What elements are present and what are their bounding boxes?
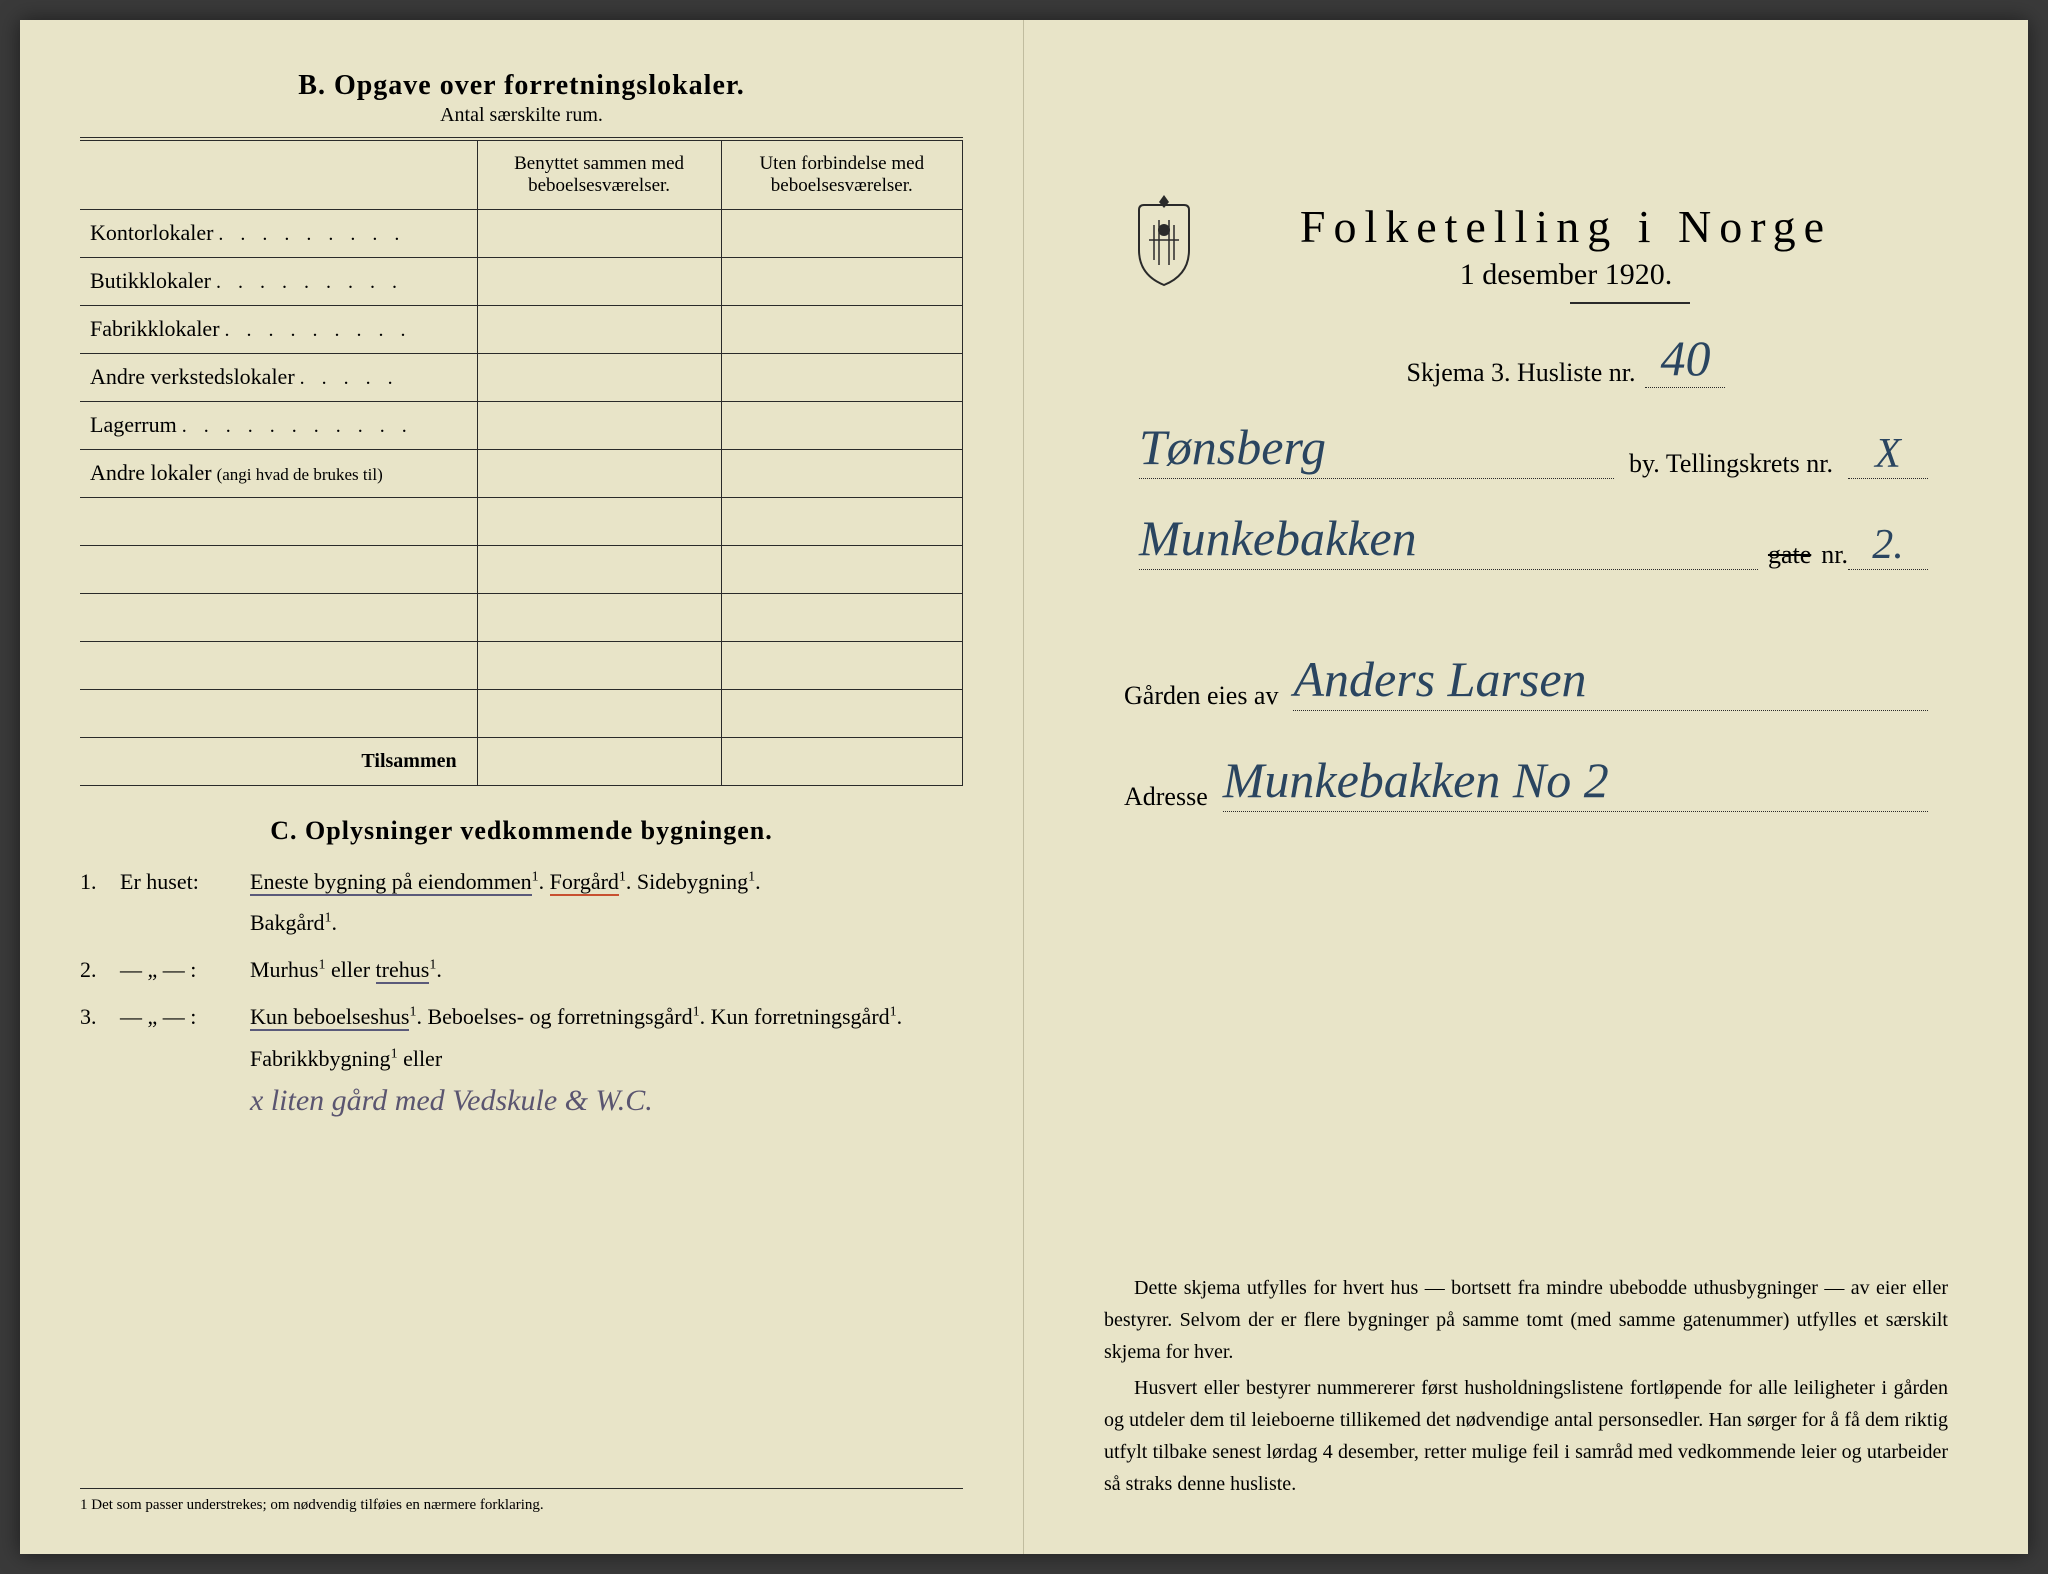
section-c-title: C. Oplysninger vedkommende bygningen.: [80, 816, 963, 846]
col2-header: Uten forbindelse med beboelsesværelser.: [721, 139, 962, 209]
table-row: [80, 545, 963, 593]
c-item-3: 3. — „ — : Kun beboelseshus1. Beboelses-…: [80, 996, 963, 1080]
coat-of-arms-icon: [1124, 190, 1204, 290]
table-row: [80, 593, 963, 641]
street-number: 2.: [1848, 521, 1928, 570]
owner-address: Munkebakken No 2: [1223, 752, 1609, 808]
census-document: B. Opgave over forretningslokaler. Antal…: [20, 20, 2028, 1554]
table-row: Butikklokaler . . . . . . . . .: [80, 257, 963, 305]
table-row: [80, 497, 963, 545]
table-row: Fabrikklokaler . . . . . . . . .: [80, 305, 963, 353]
table-row: Lagerrum . . . . . . . . . . .: [80, 401, 963, 449]
total-row: Tilsammen: [80, 737, 963, 785]
district-number: X: [1848, 430, 1928, 479]
section-b-title: B. Opgave over forretningslokaler.: [80, 70, 963, 102]
left-page: B. Opgave over forretningslokaler. Antal…: [20, 20, 1024, 1554]
col1-header: Benyttet sammen med beboelsesværelser.: [477, 139, 721, 209]
c-item-2: 2. — „ — : Murhus1 eller trehus1.: [80, 949, 963, 991]
c-item-1: 1. Er huset: Eneste bygning på eiendomme…: [80, 861, 963, 945]
table-row: Andre verkstedslokaler . . . . .: [80, 353, 963, 401]
census-date: 1 desember 1920.: [1084, 258, 1968, 292]
business-premises-table: Benyttet sammen med beboelsesværelser. U…: [80, 137, 963, 786]
street-line: Munkebakken gate nr. 2.: [1124, 509, 1928, 570]
owner-section: Gården eies av Anders Larsen Adresse Mun…: [1124, 650, 1928, 812]
handwritten-building-note: x liten gård med Vedskule & W.C.: [250, 1084, 963, 1118]
city-name: Tønsberg: [1139, 419, 1326, 475]
form-number: 40: [1645, 329, 1725, 388]
footnote: 1 Det som passer understrekes; om nødven…: [80, 1488, 963, 1514]
main-title: Folketelling i Norge: [1084, 200, 1968, 253]
table-row: Andre lokaler (angi hvad de brukes til): [80, 449, 963, 497]
form-number-line: Skjema 3. Husliste nr. 40: [1084, 329, 1968, 388]
street-name: Munkebakken: [1139, 510, 1417, 566]
section-b-subtitle: Antal særskilte rum.: [80, 104, 963, 127]
table-row: Kontorlokaler . . . . . . . . .: [80, 209, 963, 257]
owner-name: Anders Larsen: [1293, 651, 1586, 707]
table-row: [80, 641, 963, 689]
city-line: Tønsberg by. Tellingskrets nr. X: [1124, 418, 1928, 479]
section-c: C. Oplysninger vedkommende bygningen. 1.…: [80, 816, 963, 1119]
section-b-header: B. Opgave over forretningslokaler. Antal…: [80, 70, 963, 127]
right-page: Folketelling i Norge 1 desember 1920. Sk…: [1024, 20, 2028, 1554]
table-row: [80, 689, 963, 737]
instructions: Dette skjema utfylles for hvert hus — bo…: [1104, 1272, 1948, 1504]
divider: [1570, 302, 1690, 304]
